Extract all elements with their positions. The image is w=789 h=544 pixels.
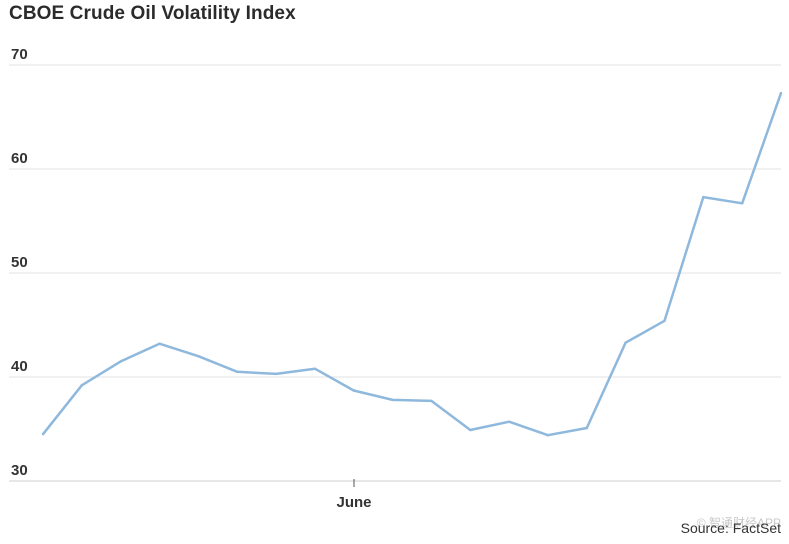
data-point-1 (80, 384, 84, 387)
x-tick-label-june: June (336, 494, 371, 511)
gridlines (9, 64, 781, 482)
chart-title: CBOE Crude Oil Volatility Index (9, 3, 296, 24)
y-tick-label-40: 40 (11, 358, 28, 375)
y-tick-label-60: 60 (11, 150, 28, 167)
x-axis: June (336, 479, 372, 511)
series-line (42, 92, 783, 437)
data-point-9 (391, 398, 394, 402)
data-point-18 (741, 202, 744, 205)
data-point-4 (197, 355, 200, 358)
data-point-10 (430, 399, 433, 403)
data-point-0 (41, 433, 45, 436)
watermark: © 智通财经APP (696, 516, 781, 530)
data-point-3 (158, 342, 161, 345)
data-point-16 (663, 319, 666, 322)
y-tick-label-30: 30 (11, 462, 28, 479)
series-group (41, 91, 783, 437)
y-tick-label-50: 50 (11, 254, 28, 271)
data-point-5 (236, 370, 239, 373)
data-point-2 (119, 360, 122, 363)
data-point-12 (507, 420, 511, 423)
source-note: Source: FactSet (680, 520, 781, 536)
y-tick-label-70: 70 (11, 46, 28, 63)
data-point-6 (274, 372, 278, 376)
data-point-7 (313, 367, 317, 370)
data-point-15 (624, 341, 627, 344)
data-point-11 (469, 428, 472, 432)
data-point-19 (779, 91, 783, 95)
data-point-14 (585, 426, 588, 430)
data-point-13 (546, 434, 550, 437)
data-point-8 (352, 389, 355, 392)
data-point-17 (702, 195, 705, 199)
y-axis-ticks: 70 60 50 40 30 (11, 46, 28, 479)
